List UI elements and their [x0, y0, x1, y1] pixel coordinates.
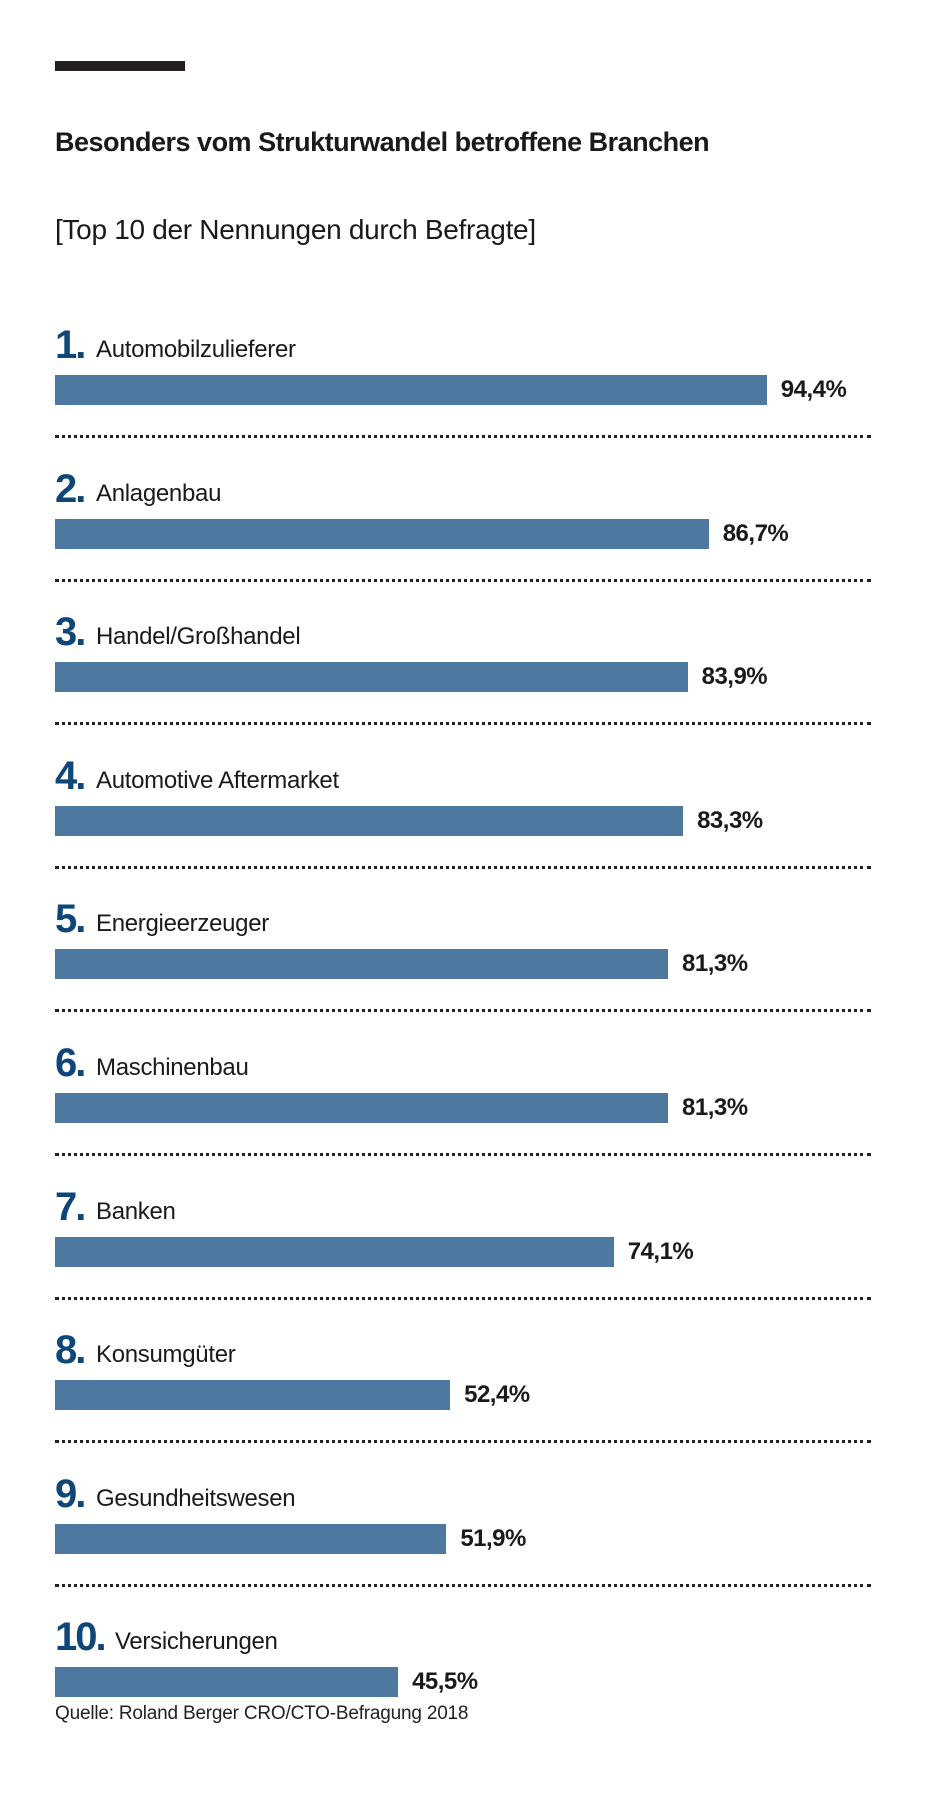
dotted-divider: [55, 1009, 871, 1013]
source-note: Quelle: Roland Berger CRO/CTO-Befragung …: [55, 1703, 469, 1724]
value-label: 52,4%: [464, 1381, 530, 1409]
bar: [55, 805, 684, 836]
rank-number: 4.: [55, 753, 86, 798]
bar-item: 6. Maschinenbau 81,3%: [55, 1041, 875, 1181]
value-label: 94,4%: [780, 376, 847, 403]
bar-item: 10. Versicherungen 45,5%: [55, 1615, 875, 1755]
category-label: Konsumgüter: [96, 1341, 236, 1369]
value-label: 74,1%: [627, 1237, 694, 1265]
category-label: Banken: [96, 1197, 176, 1225]
value-label: 81,3%: [682, 1094, 748, 1121]
dotted-divider: [55, 435, 871, 438]
value-label: 83,9%: [701, 663, 768, 691]
bar: [55, 1380, 451, 1411]
dotted-divider: [55, 578, 871, 582]
dotted-divider: [55, 1583, 871, 1587]
value-label: 45,5%: [412, 1668, 478, 1696]
category-label: Anlagenbau: [96, 479, 222, 507]
bar-item: 4. Automotive Aftermarket 83,3%: [55, 754, 875, 894]
bar-item: 7. Banken 74,1%: [55, 1185, 875, 1325]
bar-item: 5. Energieerzeuger 81,3%: [55, 897, 875, 1037]
rank-number: 9.: [55, 1471, 86, 1516]
value-label: 86,7%: [722, 519, 789, 547]
bar-item: 1. Automobilzulieferer 94,4%: [55, 323, 875, 463]
rank-number: 6.: [55, 1041, 86, 1085]
category-label: Automotive Aftermarket: [96, 766, 339, 794]
bar: [55, 375, 767, 405]
value-label: 83,3%: [697, 806, 763, 834]
value-label: 51,9%: [460, 1524, 526, 1552]
bar-item: 9. Gesundheitswesen 51,9%: [55, 1472, 875, 1612]
bar: [55, 662, 688, 693]
rank-number: 2.: [55, 466, 86, 511]
dotted-divider: [55, 1440, 871, 1444]
rank-number: 7.: [55, 1184, 86, 1229]
dotted-divider: [55, 1296, 871, 1300]
bar: [55, 1667, 399, 1698]
chart-subtitle: [Top 10 der Nennungen durch Befragte]: [55, 214, 536, 245]
category-label: Automobilzulieferer: [96, 336, 296, 363]
bar-item: 8. Konsumgüter 52,4%: [55, 1328, 875, 1468]
header-rule: [55, 61, 185, 71]
bar: [55, 1093, 668, 1123]
category-label: Maschinenbau: [96, 1054, 249, 1081]
bar: [55, 1236, 614, 1267]
category-label: Versicherungen: [115, 1628, 278, 1656]
dotted-divider: [55, 722, 871, 726]
rank-number: 8.: [55, 1328, 86, 1373]
bar-item: 2. Anlagenbau 86,7%: [55, 467, 875, 607]
rank-number: 5.: [55, 897, 86, 942]
bar-item: 3. Handel/Großhandel 83,9%: [55, 610, 875, 750]
category-label: Energieerzeuger: [96, 910, 269, 938]
bar: [55, 518, 709, 549]
dotted-divider: [55, 865, 871, 869]
dotted-divider: [55, 1153, 871, 1156]
value-label: 81,3%: [682, 950, 748, 978]
category-label: Gesundheitswesen: [96, 1484, 296, 1512]
rank-number: 10.: [55, 1615, 107, 1660]
rank-number: 1.: [55, 323, 86, 367]
category-label: Handel/Großhandel: [96, 623, 301, 651]
chart-title: Besonders vom Strukturwandel betroffene …: [55, 127, 710, 157]
rank-number: 3.: [55, 610, 86, 655]
bar: [55, 949, 668, 980]
bar: [55, 1523, 447, 1554]
